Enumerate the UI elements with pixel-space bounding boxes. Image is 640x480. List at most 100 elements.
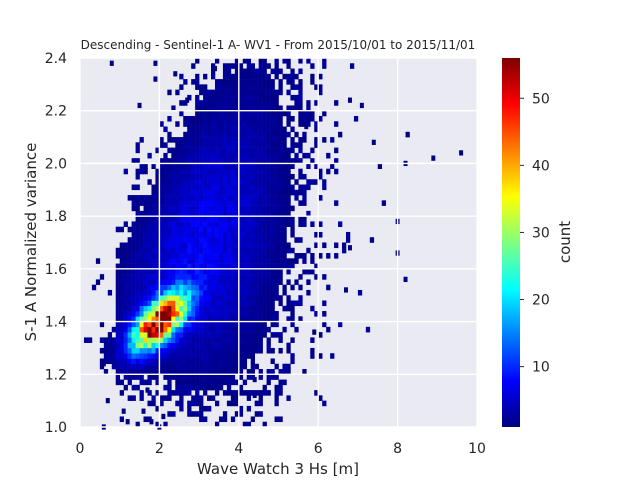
heatmap-cell — [234, 221, 240, 227]
heatmap-cell — [270, 274, 275, 280]
heatmap-cell — [234, 379, 240, 386]
heatmap-cell — [266, 258, 271, 264]
heatmap-cell — [246, 326, 252, 333]
heatmap-cell — [159, 289, 164, 296]
heatmap-cell — [135, 242, 140, 249]
heatmap-cell — [163, 363, 168, 370]
heatmap-cell — [274, 58, 279, 64]
heatmap-cell — [171, 168, 176, 175]
heatmap-cell — [203, 369, 208, 375]
heatmap-cell — [131, 221, 136, 227]
heatmap-cell — [310, 268, 315, 275]
heatmap-cell — [262, 137, 267, 143]
heatmap-cell — [187, 405, 192, 412]
heatmap-cell — [238, 173, 244, 180]
heatmap-cell — [274, 210, 279, 217]
heatmap-cell — [222, 94, 228, 101]
heatmap-cell — [266, 131, 271, 138]
heatmap-cell — [302, 216, 307, 222]
heatmap-cell — [139, 258, 144, 264]
heatmap-cell — [278, 295, 283, 301]
heatmap-cell — [270, 347, 275, 354]
heatmap-cell — [218, 342, 224, 349]
heatmap-cell — [167, 337, 172, 343]
heatmap-cell — [242, 237, 248, 243]
heatmap-cell — [246, 284, 252, 291]
heatmap-cell — [298, 105, 303, 112]
heatmap-cell — [218, 374, 224, 380]
heatmap-cell — [179, 247, 184, 254]
heatmap-cell — [298, 79, 303, 85]
heatmap-cell — [238, 390, 244, 396]
heatmap-cell — [183, 247, 188, 254]
heatmap-cell — [163, 158, 168, 164]
heatmap-cell — [127, 332, 132, 338]
heatmap-cell — [139, 390, 144, 396]
heatmap-cell — [179, 332, 184, 338]
heatmap-cell — [258, 168, 263, 175]
heatmap-cell — [270, 210, 275, 217]
heatmap-cell — [195, 147, 200, 154]
heatmap-cell — [155, 168, 160, 175]
heatmap-cell-outlier — [173, 71, 178, 77]
heatmap-cell — [226, 63, 232, 69]
heatmap-cell — [147, 316, 152, 322]
heatmap-cell — [238, 316, 244, 322]
heatmap-cell — [183, 332, 188, 338]
heatmap-cell — [302, 131, 307, 138]
heatmap-cell — [318, 168, 323, 175]
heatmap-cell — [187, 147, 192, 154]
heatmap-cell — [278, 258, 283, 264]
heatmap-cell — [302, 258, 307, 264]
heatmap-cell — [195, 363, 200, 370]
heatmap-cell-outlier — [153, 76, 158, 82]
heatmap-cell — [203, 316, 208, 322]
heatmap-cell — [298, 300, 303, 307]
heatmap-cell — [167, 347, 172, 354]
heatmap-cell — [230, 289, 236, 296]
heatmap-cell — [183, 142, 188, 148]
heatmap-cell — [254, 184, 259, 191]
heatmap-cell — [163, 289, 168, 296]
heatmap-cell — [258, 369, 263, 375]
heatmap-cell — [119, 295, 124, 301]
heatmap-cell — [234, 390, 240, 396]
heatmap-cell — [250, 152, 255, 159]
heatmap-cell — [163, 321, 168, 328]
heatmap-cell — [155, 216, 160, 222]
heatmap-cell — [183, 195, 188, 201]
heatmap-cell — [242, 347, 248, 354]
heatmap-cell — [290, 68, 295, 75]
heatmap-cell — [131, 200, 136, 206]
heatmap-cell — [238, 147, 244, 154]
heatmap-cell — [334, 168, 339, 175]
heatmap-cell — [131, 395, 136, 401]
heatmap-cell — [214, 195, 220, 201]
heatmap-cell — [250, 258, 255, 264]
heatmap-cell — [246, 179, 252, 185]
heatmap-cell — [167, 242, 172, 249]
heatmap-cell — [207, 363, 212, 370]
heatmap-cell — [191, 289, 196, 296]
heatmap-cell — [203, 231, 208, 238]
heatmap-cell — [139, 221, 144, 227]
heatmap-cell — [195, 274, 200, 280]
heatmap-cell — [163, 152, 168, 159]
heatmap-cell — [238, 268, 244, 275]
heatmap-cell — [195, 226, 200, 233]
heatmap-cell — [155, 184, 160, 191]
heatmap-cell — [238, 300, 244, 307]
heatmap-cell — [250, 163, 255, 169]
heatmap-cell — [294, 179, 299, 185]
heatmap-cell — [167, 200, 172, 206]
heatmap-cell — [131, 247, 136, 254]
heatmap-cell — [167, 384, 172, 391]
heatmap-cell — [187, 158, 192, 164]
heatmap-cell — [214, 263, 220, 270]
heatmap-cell — [230, 416, 236, 423]
heatmap-cell — [179, 221, 184, 227]
heatmap-cell — [151, 247, 156, 254]
heatmap-cell — [290, 300, 295, 307]
heatmap-cell — [143, 216, 148, 222]
heatmap-cell — [274, 247, 279, 254]
